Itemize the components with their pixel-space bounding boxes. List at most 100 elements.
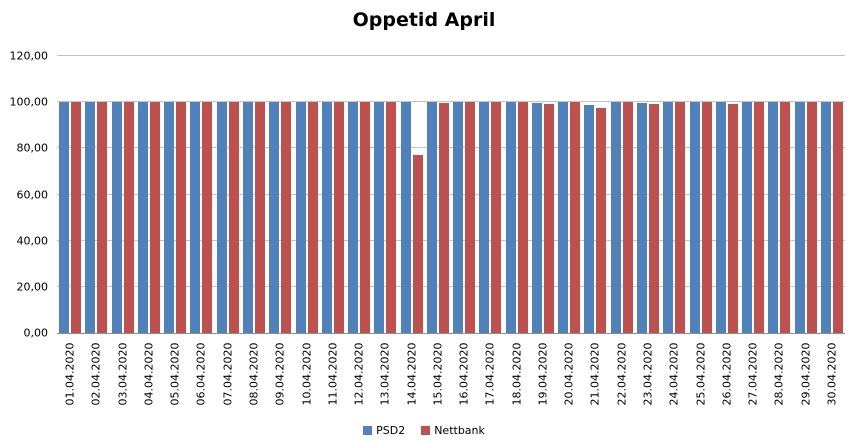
bar-psd2-29.04.2020 — [794, 102, 805, 333]
y-tick-label: 0,00 — [23, 326, 49, 340]
bar-psd2-02.04.2020 — [85, 102, 96, 333]
bar-group-29.04.2020 — [792, 102, 818, 333]
bar-psd2-01.04.2020 — [59, 102, 70, 333]
bar-nettbank-27.04.2020 — [754, 102, 765, 333]
bar-group-04.04.2020 — [136, 102, 162, 333]
bar-psd2-03.04.2020 — [111, 102, 122, 333]
x-label-cell: 10.04.2020 — [293, 337, 319, 411]
x-tick-label: 21.04.2020 — [588, 342, 602, 406]
bar-nettbank-03.04.2020 — [123, 102, 134, 333]
bar-nettbank-01.04.2020 — [71, 102, 82, 333]
x-tick-label: 11.04.2020 — [326, 342, 340, 406]
bar-group-11.04.2020 — [320, 102, 346, 333]
bar-nettbank-14.04.2020 — [412, 155, 423, 333]
x-label-cell: 21.04.2020 — [582, 337, 608, 411]
gridline-120 — [57, 55, 845, 56]
bar-nettbank-29.04.2020 — [806, 102, 817, 333]
bar-nettbank-04.04.2020 — [149, 102, 160, 333]
bar-group-20.04.2020 — [556, 102, 582, 333]
bar-group-30.04.2020 — [819, 102, 845, 333]
bar-psd2-22.04.2020 — [610, 102, 621, 333]
bar-psd2-09.04.2020 — [269, 102, 280, 333]
bar-psd2-17.04.2020 — [479, 102, 490, 333]
y-tick-label: 20,00 — [16, 280, 49, 294]
x-tick-label: 01.04.2020 — [63, 342, 77, 406]
bar-group-09.04.2020 — [267, 102, 293, 333]
bar-group-28.04.2020 — [766, 102, 792, 333]
bar-psd2-25.04.2020 — [689, 102, 700, 333]
gridline-80 — [57, 147, 845, 149]
x-label-cell: 15.04.2020 — [425, 337, 451, 411]
x-tick-label: 06.04.2020 — [194, 342, 208, 406]
x-label-cell: 23.04.2020 — [635, 337, 661, 411]
bar-psd2-24.04.2020 — [663, 102, 674, 333]
x-label-cell: 26.04.2020 — [714, 337, 740, 411]
x-label-cell: 06.04.2020 — [188, 337, 214, 411]
bar-group-21.04.2020 — [582, 105, 608, 333]
x-label-cell: 19.04.2020 — [530, 337, 556, 411]
bar-psd2-19.04.2020 — [531, 102, 542, 333]
bar-psd2-16.04.2020 — [453, 102, 464, 333]
plot-area — [57, 55, 845, 334]
bar-nettbank-18.04.2020 — [517, 102, 528, 333]
bar-psd2-08.04.2020 — [242, 102, 253, 333]
bar-group-13.04.2020 — [372, 102, 398, 333]
gridline-60 — [57, 193, 845, 195]
legend-label: PSD2 — [376, 424, 406, 437]
bar-nettbank-09.04.2020 — [281, 102, 292, 333]
x-label-cell: 30.04.2020 — [819, 337, 845, 411]
bar-nettbank-26.04.2020 — [727, 104, 738, 333]
bar-psd2-20.04.2020 — [558, 102, 569, 333]
x-tick-label: 17.04.2020 — [483, 342, 497, 406]
legend-label: Nettbank — [434, 424, 485, 437]
gridline-100 — [57, 101, 845, 103]
bar-psd2-28.04.2020 — [768, 102, 779, 333]
x-label-cell: 13.04.2020 — [372, 337, 398, 411]
y-tick-label: 40,00 — [16, 234, 49, 248]
bar-nettbank-12.04.2020 — [360, 102, 371, 333]
bar-psd2-13.04.2020 — [374, 102, 385, 333]
bar-nettbank-08.04.2020 — [254, 102, 265, 333]
x-label-cell: 25.04.2020 — [687, 337, 713, 411]
bar-nettbank-24.04.2020 — [675, 102, 686, 333]
bar-group-16.04.2020 — [451, 102, 477, 333]
bar-psd2-23.04.2020 — [636, 102, 647, 333]
x-tick-label: 28.04.2020 — [772, 342, 786, 406]
bar-psd2-05.04.2020 — [164, 102, 175, 333]
bar-nettbank-13.04.2020 — [386, 102, 397, 333]
bar-psd2-07.04.2020 — [216, 102, 227, 333]
bar-group-24.04.2020 — [661, 102, 687, 333]
x-tick-label: 08.04.2020 — [247, 342, 261, 406]
x-tick-label: 16.04.2020 — [457, 342, 471, 406]
bar-nettbank-16.04.2020 — [465, 102, 476, 333]
x-label-cell: 18.04.2020 — [504, 337, 530, 411]
x-label-cell: 12.04.2020 — [346, 337, 372, 411]
bar-nettbank-22.04.2020 — [622, 102, 633, 333]
legend-item-psd2: PSD2 — [363, 424, 405, 437]
bar-psd2-26.04.2020 — [715, 102, 726, 333]
x-tick-label: 15.04.2020 — [431, 342, 445, 406]
x-tick-label: 12.04.2020 — [352, 342, 366, 406]
bar-group-07.04.2020 — [215, 102, 241, 333]
bar-nettbank-17.04.2020 — [491, 102, 502, 333]
bar-group-26.04.2020 — [714, 102, 740, 333]
bar-group-08.04.2020 — [241, 102, 267, 333]
x-label-cell: 11.04.2020 — [320, 337, 346, 411]
bar-nettbank-20.04.2020 — [570, 102, 581, 333]
x-tick-label: 26.04.2020 — [720, 342, 734, 406]
x-tick-label: 13.04.2020 — [378, 342, 392, 406]
x-label-cell: 16.04.2020 — [451, 337, 477, 411]
y-tick-label: 60,00 — [16, 188, 49, 201]
x-tick-label: 02.04.2020 — [89, 342, 103, 406]
x-tick-label: 23.04.2020 — [641, 342, 655, 406]
legend-swatch-icon — [363, 426, 373, 435]
bar-nettbank-28.04.2020 — [780, 102, 791, 333]
bar-psd2-18.04.2020 — [505, 102, 516, 333]
bar-nettbank-19.04.2020 — [543, 103, 554, 333]
x-tick-label: 24.04.2020 — [667, 342, 681, 406]
bar-nettbank-02.04.2020 — [97, 102, 108, 333]
x-tick-label: 04.04.2020 — [142, 342, 156, 406]
bar-psd2-04.04.2020 — [137, 102, 148, 333]
x-label-cell: 04.04.2020 — [136, 337, 162, 411]
x-label-cell: 29.04.2020 — [792, 337, 818, 411]
